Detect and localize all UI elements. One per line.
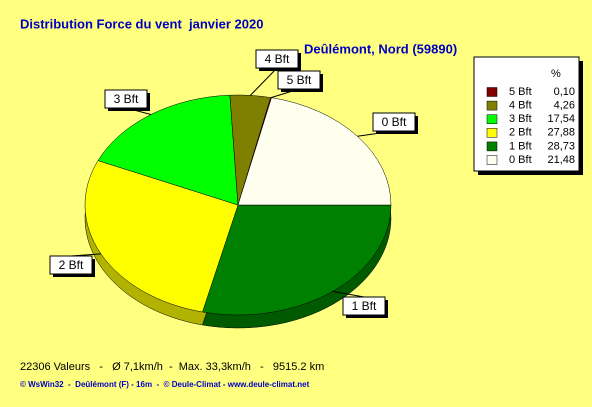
legend-value: 21,48 bbox=[547, 154, 575, 166]
slice bbox=[237, 97, 392, 206]
legend bbox=[473, 56, 580, 172]
footer: 22306 Valeurs - Ø 7,1km/h - Max. 33,3km/… bbox=[20, 361, 324, 373]
label-box bbox=[49, 255, 93, 275]
slice bbox=[97, 94, 239, 206]
legend-label: 1 Bft bbox=[509, 140, 532, 152]
slice-label: 2 Bft bbox=[59, 258, 84, 272]
legend-value: 4,26 bbox=[554, 100, 575, 112]
legend-value: 27,88 bbox=[547, 127, 575, 139]
legend-header: % bbox=[551, 68, 561, 80]
slice-label: 5 Bft bbox=[287, 73, 312, 87]
legend-label: 0 Bft bbox=[509, 154, 532, 166]
label-box bbox=[104, 89, 148, 109]
leader-line bbox=[332, 290, 365, 298]
chart-title: Distribution Force du vent janvier 2020 bbox=[20, 16, 263, 31]
legend-value: 17,54 bbox=[547, 113, 575, 125]
label-box bbox=[342, 296, 386, 316]
slice bbox=[84, 160, 239, 313]
pie-top bbox=[84, 94, 392, 316]
label-box bbox=[255, 49, 299, 69]
legend-swatch bbox=[486, 100, 498, 111]
legend-label: 3 Bft bbox=[509, 113, 532, 125]
slice-label: 1 Bft bbox=[352, 299, 377, 313]
chart-subtitle: Deûlémont, Nord (59890) bbox=[304, 41, 457, 56]
legend-value: 0,10 bbox=[554, 86, 575, 98]
legend-label: 4 Bft bbox=[509, 100, 532, 112]
leader-line bbox=[250, 67, 278, 96]
slice-label: 0 Bft bbox=[382, 115, 407, 129]
legend-value: 28,73 bbox=[547, 140, 575, 152]
legend-swatch bbox=[486, 141, 498, 152]
legend-swatch bbox=[486, 87, 498, 97]
slice-labels: 5 Bft 4 Bft 3 Bft 2 Bft 1 Bft 0 Bft bbox=[49, 49, 418, 318]
legend-swatch bbox=[486, 155, 498, 165]
legend-swatch bbox=[486, 114, 498, 124]
credits: © WsWin32 - Deûlémont (F) - 16m - © Deul… bbox=[20, 380, 310, 389]
slice-label: 3 Bft bbox=[114, 92, 139, 106]
legend-label: 5 Bft bbox=[509, 86, 532, 98]
legend-swatch bbox=[486, 128, 498, 138]
legend-entries: 5 Bft 0,10 4 Bft 4,26 3 Bft 17,54 2 Bft 27,88 1 … bbox=[486, 86, 575, 166]
slice bbox=[202, 204, 392, 316]
legend-label: 2 Bft bbox=[509, 127, 532, 139]
pie bbox=[84, 94, 392, 329]
label-box bbox=[372, 112, 416, 132]
slice-label: 4 Bft bbox=[265, 52, 290, 66]
